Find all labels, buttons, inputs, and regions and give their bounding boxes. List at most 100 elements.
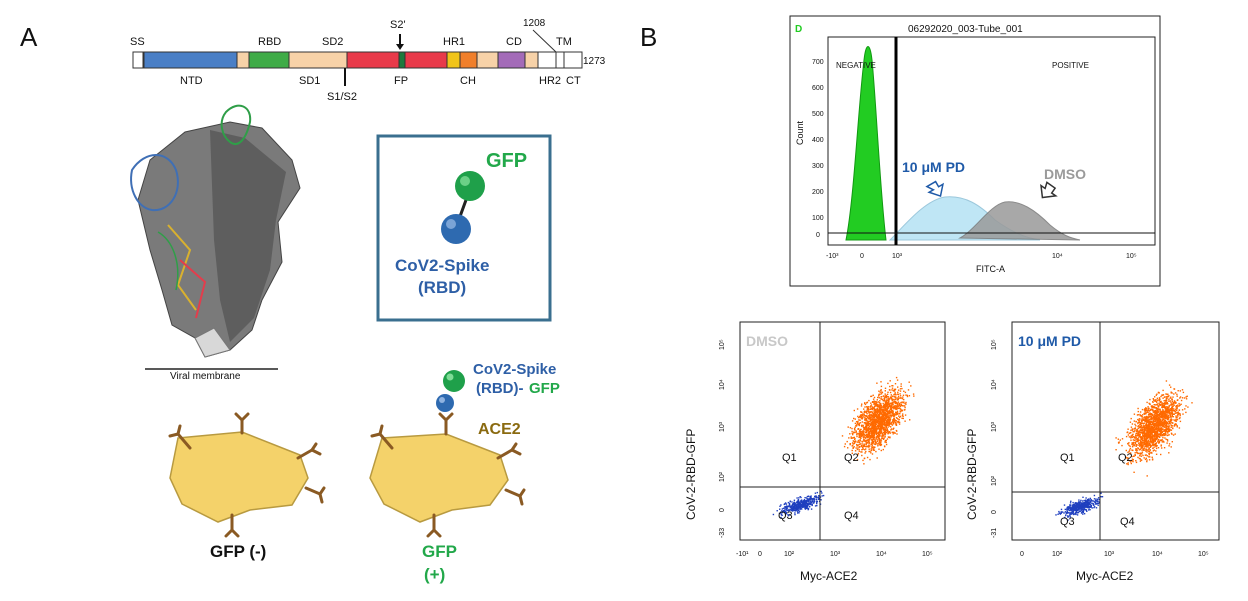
- event-dot: [1167, 423, 1170, 425]
- event-dot: [1140, 459, 1142, 461]
- event-dot: [1173, 400, 1176, 402]
- event-dot: [1147, 428, 1150, 431]
- event-dot: [1146, 451, 1148, 453]
- event-dot: [1138, 419, 1140, 422]
- event-dot: [1148, 429, 1150, 432]
- event-dot: [879, 416, 881, 418]
- event-dot: [879, 419, 881, 421]
- event-dot: [1082, 511, 1084, 513]
- event-dot: [878, 433, 880, 436]
- event-dot: [1176, 419, 1179, 421]
- event-dot: [1152, 411, 1154, 413]
- event-dot: [1174, 423, 1176, 426]
- event-dot: [866, 433, 869, 435]
- event-dot: [1129, 453, 1132, 455]
- event-dot: [874, 438, 876, 440]
- event-dot: [894, 394, 896, 396]
- event-dot: [1156, 430, 1159, 433]
- event-dot: [793, 507, 795, 510]
- event-dot: [869, 437, 871, 439]
- event-dot: [785, 503, 788, 505]
- event-dot: [818, 495, 820, 497]
- event-dot: [1162, 434, 1164, 436]
- gfp-positive-label: GFP: [422, 542, 457, 561]
- event-dot: [879, 412, 882, 414]
- event-dot: [1058, 512, 1060, 514]
- event-dot: [796, 502, 799, 504]
- event-dot: [822, 494, 825, 497]
- event-dot: [1128, 442, 1130, 444]
- event-dot: [1162, 437, 1164, 439]
- event-dot: [877, 431, 880, 434]
- event-dot: [895, 411, 897, 413]
- event-dot: [1081, 500, 1084, 502]
- event-dot: [1153, 417, 1156, 420]
- event-dot: [1156, 399, 1159, 401]
- event-dot: [802, 505, 804, 507]
- event-dot: [1066, 512, 1068, 514]
- event-dot: [1163, 447, 1166, 449]
- event-dot: [854, 418, 856, 420]
- event-dot: [815, 495, 817, 497]
- event-dot: [875, 442, 877, 444]
- event-dot: [1172, 405, 1174, 408]
- event-dot: [1129, 449, 1131, 451]
- event-dot: [888, 422, 890, 425]
- event-dot: [1158, 415, 1160, 417]
- event-dot: [809, 506, 811, 508]
- event-dot: [1179, 390, 1181, 392]
- event-dot: [866, 416, 869, 419]
- event-dot: [887, 426, 889, 428]
- event-dot: [865, 446, 867, 448]
- quadrant-label: Q2: [1118, 452, 1133, 464]
- event-dot: [889, 422, 892, 424]
- histogram-xtick: -10³: [826, 253, 839, 260]
- event-dot: [868, 433, 871, 435]
- event-dot: [1174, 401, 1176, 403]
- event-dot: [1073, 506, 1075, 509]
- event-dot: [1142, 440, 1145, 442]
- event-dot: [793, 503, 795, 505]
- event-dot: [896, 410, 899, 412]
- event-dot: [884, 433, 886, 435]
- event-dot: [1147, 421, 1149, 424]
- event-dot: [811, 499, 813, 501]
- event-dot: [884, 435, 886, 437]
- event-dot: [1143, 413, 1145, 415]
- event-dot: [1086, 504, 1088, 506]
- event-dot: [787, 501, 790, 504]
- event-dot: [885, 417, 888, 420]
- event-dot: [1169, 421, 1171, 424]
- event-dot: [1158, 423, 1160, 425]
- event-dot: [881, 425, 884, 427]
- event-dot: [1165, 400, 1168, 402]
- event-dot: [785, 512, 787, 514]
- event-dot: [1079, 510, 1081, 512]
- event-dot: [891, 385, 893, 387]
- event-dot: [1155, 445, 1157, 447]
- event-dot: [854, 426, 856, 428]
- event-dot: [886, 414, 888, 417]
- event-dot: [1152, 428, 1155, 430]
- event-dot: [1088, 499, 1090, 501]
- event-dot: [879, 404, 881, 406]
- event-dot: [865, 419, 868, 421]
- event-dot: [1097, 497, 1100, 499]
- event-dot: [1079, 501, 1082, 503]
- event-dot: [872, 422, 875, 424]
- event-dot: [883, 418, 886, 421]
- event-dot: [873, 396, 876, 399]
- event-dot: [882, 411, 884, 414]
- event-dot: [1089, 500, 1091, 502]
- event-dot: [1143, 431, 1145, 433]
- event-dot: [873, 432, 875, 435]
- event-dot: [851, 449, 853, 452]
- event-dot: [793, 499, 796, 501]
- event-dot: [885, 439, 887, 442]
- event-dot: [1156, 418, 1158, 420]
- event-dot: [1160, 422, 1162, 424]
- event-dot: [1157, 447, 1160, 449]
- event-dot: [890, 426, 892, 428]
- event-dot: [870, 419, 872, 422]
- event-dot: [870, 436, 872, 438]
